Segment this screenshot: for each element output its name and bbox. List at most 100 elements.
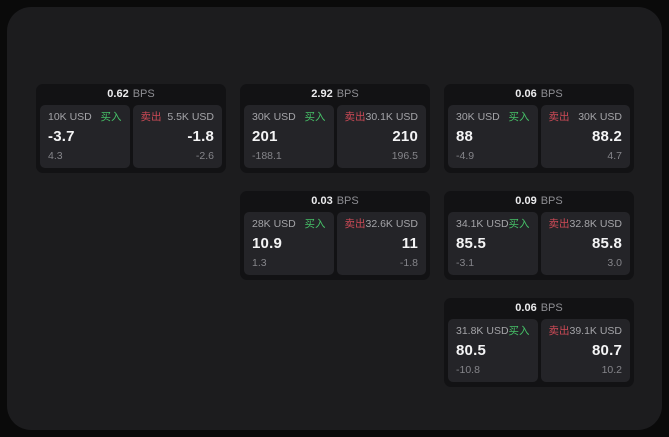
card-header: 2.92 BPS (244, 84, 426, 105)
sell-price: 210 (392, 128, 418, 145)
bps-spread-value: 0.09 (515, 195, 537, 207)
sell-quote-tile[interactable]: 卖出 30.1K USD 210 196.5 (336, 105, 426, 168)
buy-side-label: 买入 (508, 325, 530, 337)
buy-quote-tile[interactable]: 28K USD 买入 10.9 1.3 (244, 212, 334, 275)
buy-quote-tile[interactable]: 30K USD 买入 88 -4.9 (448, 105, 538, 168)
buy-quote-tile[interactable]: 34.1K USD 买入 85.5 -3.1 (448, 212, 538, 275)
sell-amount: 32.8K USD (569, 218, 623, 230)
buy-quote-tile[interactable]: 10K USD 买入 -3.7 4.3 (40, 105, 130, 168)
buy-side-label: 买入 (508, 218, 530, 230)
quote-tiles: 30K USD 买入 88 -4.9 卖出 30K USD 88.2 4.7 (448, 105, 630, 168)
sell-tile-header: 卖出 32.8K USD (549, 219, 623, 230)
bps-unit-label: BPS (540, 195, 563, 207)
buy-change-value: -4.9 (456, 150, 475, 162)
sell-price: 88.2 (592, 128, 622, 145)
quote-tiles: 10K USD 买入 -3.7 4.3 卖出 5.5K USD -1.8 -2.… (40, 105, 222, 168)
bps-unit-label: BPS (540, 88, 563, 100)
card-header: 0.62 BPS (40, 84, 222, 105)
buy-amount: 28K USD (252, 218, 296, 230)
sell-quote-tile[interactable]: 卖出 30K USD 88.2 4.7 (540, 105, 630, 168)
buy-side-label: 买入 (304, 111, 326, 123)
bps-unit-label: BPS (540, 302, 563, 314)
buy-side-label: 买入 (100, 111, 122, 123)
sell-price: 80.7 (592, 342, 622, 359)
buy-change-value: 4.3 (48, 150, 63, 162)
buy-side-label: 买入 (508, 111, 530, 123)
card-header: 0.03 BPS (244, 191, 426, 212)
bps-unit-label: BPS (132, 88, 155, 100)
quote-card: 0.03 BPS 28K USD 买入 10.9 1.3 卖出 32.6K US… (240, 191, 430, 280)
buy-amount: 34.1K USD (456, 218, 509, 230)
buy-tile-header: 30K USD 买入 (456, 112, 530, 123)
quote-tiles: 30K USD 买入 201 -188.1 卖出 30.1K USD 210 1… (244, 105, 426, 168)
quote-card: 2.92 BPS 30K USD 买入 201 -188.1 卖出 30.1K … (240, 84, 430, 173)
buy-amount: 31.8K USD (456, 325, 509, 337)
sell-tile-header: 卖出 32.6K USD (345, 219, 419, 230)
sell-side-label: 卖出 (344, 111, 366, 123)
quote-card: 0.06 BPS 30K USD 买入 88 -4.9 卖出 30K USD 8… (444, 84, 634, 173)
quote-board-panel: 0.62 BPS 10K USD 买入 -3.7 4.3 卖出 5.5K USD… (7, 7, 662, 430)
sell-quote-tile[interactable]: 卖出 32.8K USD 85.8 3.0 (540, 212, 630, 275)
bps-unit-label: BPS (336, 195, 359, 207)
bps-spread-value: 0.03 (311, 195, 333, 207)
sell-change-value: 3.0 (607, 257, 622, 269)
bps-spread-value: 0.62 (107, 88, 129, 100)
buy-amount: 30K USD (456, 111, 500, 123)
buy-tile-header: 28K USD 买入 (252, 219, 326, 230)
buy-tile-header: 10K USD 买入 (48, 112, 122, 123)
quote-tiles: 28K USD 买入 10.9 1.3 卖出 32.6K USD 11 -1.8 (244, 212, 426, 275)
buy-price: 80.5 (456, 342, 486, 359)
buy-price: 201 (252, 128, 278, 145)
buy-tile-header: 34.1K USD 买入 (456, 219, 530, 230)
sell-tile-header: 卖出 5.5K USD (141, 112, 215, 123)
sell-price: 11 (401, 235, 418, 252)
sell-amount: 32.6K USD (365, 218, 419, 230)
quote-tiles: 34.1K USD 买入 85.5 -3.1 卖出 32.8K USD 85.8… (448, 212, 630, 275)
sell-amount: 39.1K USD (569, 325, 623, 337)
bps-spread-value: 0.06 (515, 302, 537, 314)
card-header: 0.06 BPS (448, 84, 630, 105)
buy-change-value: -188.1 (252, 150, 282, 162)
sell-side-label: 卖出 (344, 218, 366, 230)
sell-side-label: 卖出 (140, 111, 162, 123)
sell-quote-tile[interactable]: 卖出 5.5K USD -1.8 -2.6 (132, 105, 222, 168)
buy-change-value: -10.8 (456, 364, 480, 376)
bps-unit-label: BPS (336, 88, 359, 100)
buy-price: 85.5 (456, 235, 486, 252)
buy-change-value: 1.3 (252, 257, 267, 269)
buy-tile-header: 31.8K USD 买入 (456, 326, 530, 337)
buy-amount: 10K USD (48, 111, 92, 123)
buy-side-label: 买入 (304, 218, 326, 230)
buy-amount: 30K USD (252, 111, 296, 123)
sell-price: -1.8 (187, 128, 214, 145)
buy-change-value: -3.1 (456, 257, 475, 269)
sell-change-value: 10.2 (601, 364, 622, 376)
sell-change-value: -2.6 (195, 150, 214, 162)
buy-tile-header: 30K USD 买入 (252, 112, 326, 123)
quote-tiles: 31.8K USD 买入 80.5 -10.8 卖出 39.1K USD 80.… (448, 319, 630, 382)
card-header: 0.09 BPS (448, 191, 630, 212)
sell-amount: 5.5K USD (167, 111, 214, 123)
buy-quote-tile[interactable]: 31.8K USD 买入 80.5 -10.8 (448, 319, 538, 382)
sell-amount: 30.1K USD (365, 111, 419, 123)
sell-quote-tile[interactable]: 卖出 39.1K USD 80.7 10.2 (540, 319, 630, 382)
sell-quote-tile[interactable]: 卖出 32.6K USD 11 -1.8 (336, 212, 426, 275)
buy-quote-tile[interactable]: 30K USD 买入 201 -188.1 (244, 105, 334, 168)
sell-amount: 30K USD (578, 111, 622, 123)
sell-change-value: 196.5 (391, 150, 418, 162)
quote-card: 0.09 BPS 34.1K USD 买入 85.5 -3.1 卖出 32.8K… (444, 191, 634, 280)
sell-side-label: 卖出 (548, 111, 570, 123)
buy-price: 10.9 (252, 235, 282, 252)
sell-change-value: -1.8 (399, 257, 418, 269)
bps-spread-value: 2.92 (311, 88, 333, 100)
sell-tile-header: 卖出 30K USD (549, 112, 623, 123)
quote-card: 0.06 BPS 31.8K USD 买入 80.5 -10.8 卖出 39.1… (444, 298, 634, 387)
bps-spread-value: 0.06 (515, 88, 537, 100)
buy-price: 88 (456, 128, 474, 145)
sell-tile-header: 卖出 30.1K USD (345, 112, 419, 123)
card-header: 0.06 BPS (448, 298, 630, 319)
sell-change-value: 4.7 (607, 150, 622, 162)
sell-side-label: 卖出 (548, 325, 570, 337)
buy-price: -3.7 (48, 128, 75, 145)
